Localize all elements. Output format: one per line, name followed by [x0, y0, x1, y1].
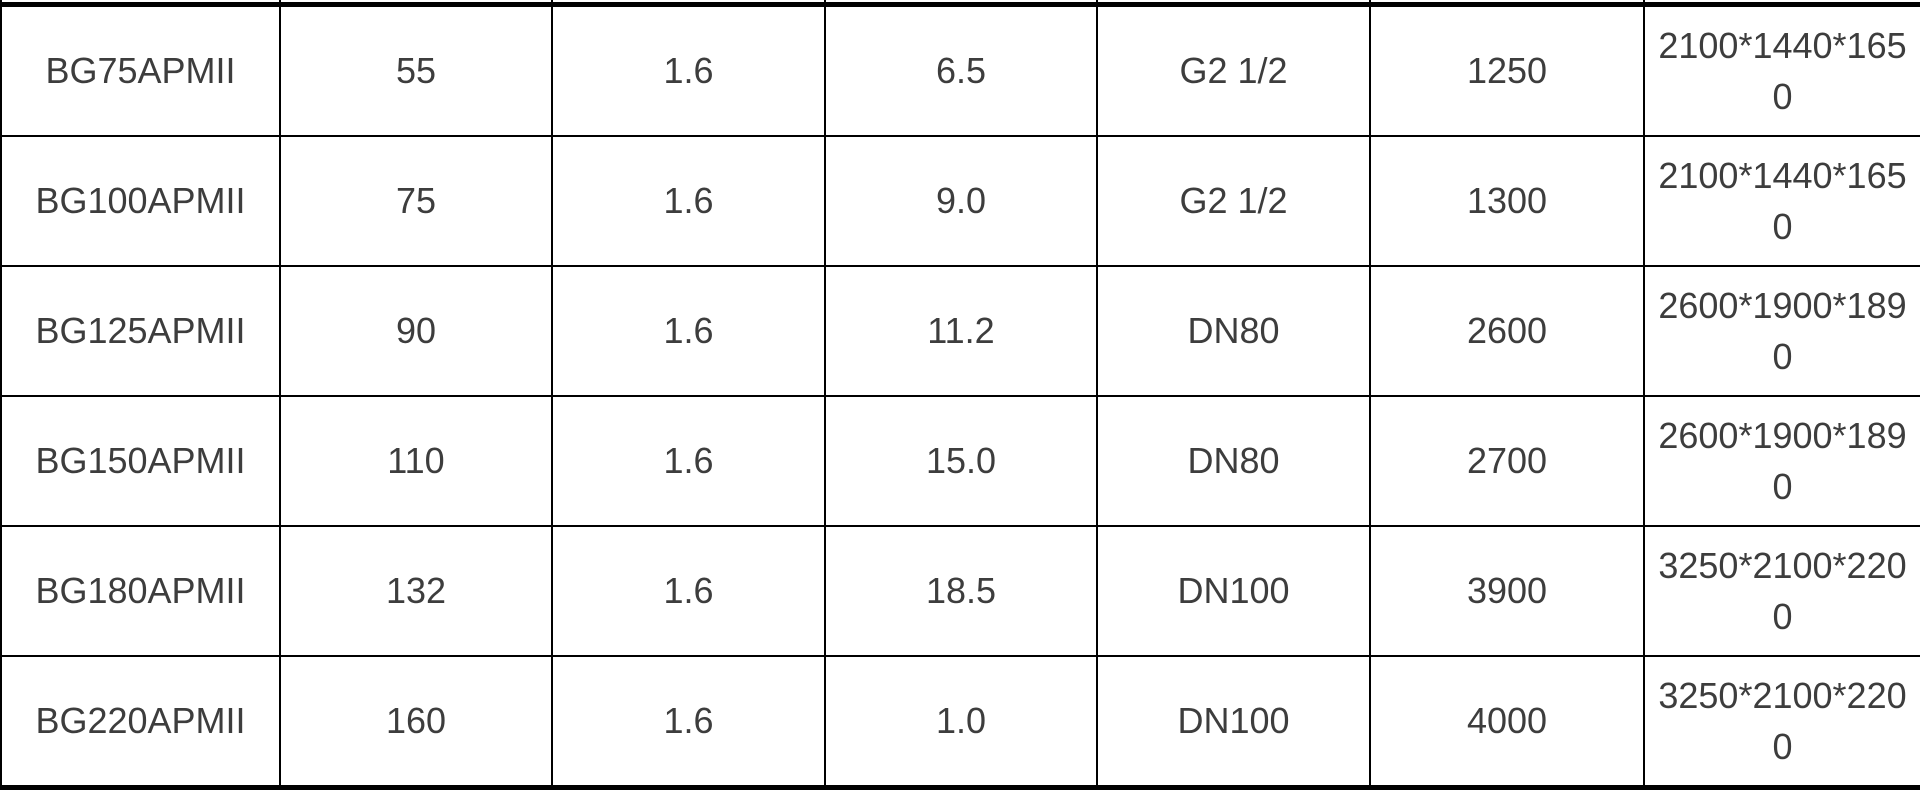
capacity-cell: 6.5 — [824, 3, 1098, 137]
model-cell: BG125APMII — [0, 265, 281, 397]
pressure-cell: 1.6 — [551, 525, 826, 657]
table-row: BG220APMII 160 1.6 1.0 DN100 4000 3250*2100*22… — [0, 655, 1920, 790]
dimensions-cell: 2600*1900*1890 — [1643, 395, 1920, 527]
outlet-cell: DN100 — [1096, 525, 1371, 657]
power-cell: 75 — [279, 135, 553, 267]
model-cell: BG75APMII — [0, 3, 281, 137]
model-cell: BG100APMII — [0, 135, 281, 267]
weight-cell: 2600 — [1369, 265, 1645, 397]
power-cell: 160 — [279, 655, 553, 790]
weight-cell: 2700 — [1369, 395, 1645, 527]
capacity-cell: 1.0 — [824, 655, 1098, 790]
table-row: BG125APMII 90 1.6 11.2 DN80 2600 2600*1900*189… — [0, 265, 1920, 397]
cutoff-row-above — [0, 0, 1920, 7]
weight-cell: 3900 — [1369, 525, 1645, 657]
dimensions-cell: 2600*1900*1890 — [1643, 265, 1920, 397]
cutoff-cell — [1096, 0, 1371, 7]
weight-cell: 4000 — [1369, 655, 1645, 790]
power-cell: 55 — [279, 3, 553, 137]
capacity-cell: 18.5 — [824, 525, 1098, 657]
outlet-cell: G2 1/2 — [1096, 135, 1371, 267]
dimensions-cell: 2100*1440*1650 — [1643, 135, 1920, 267]
pressure-cell: 1.6 — [551, 3, 826, 137]
outlet-cell: G2 1/2 — [1096, 3, 1371, 137]
cutoff-cell — [551, 0, 826, 7]
power-cell: 132 — [279, 525, 553, 657]
cutoff-cell — [279, 0, 553, 7]
pressure-cell: 1.6 — [551, 655, 826, 790]
power-cell: 110 — [279, 395, 553, 527]
dimensions-cell: 2100*1440*1650 — [1643, 3, 1920, 137]
pressure-cell: 1.6 — [551, 135, 826, 267]
table-row: BG150APMII 110 1.6 15.0 DN80 2700 2600*1900*18… — [0, 395, 1920, 527]
cutoff-cell — [824, 0, 1098, 7]
capacity-cell: 15.0 — [824, 395, 1098, 527]
outlet-cell: DN80 — [1096, 395, 1371, 527]
cutoff-cell — [1369, 0, 1645, 7]
pressure-cell: 1.6 — [551, 395, 826, 527]
weight-cell: 1300 — [1369, 135, 1645, 267]
dimensions-cell: 3250*2100*2200 — [1643, 655, 1920, 790]
power-cell: 90 — [279, 265, 553, 397]
model-cell: BG180APMII — [0, 525, 281, 657]
outlet-cell: DN80 — [1096, 265, 1371, 397]
weight-cell: 1250 — [1369, 3, 1645, 137]
table-row: BG180APMII 132 1.6 18.5 DN100 3900 3250*2100*2… — [0, 525, 1920, 657]
outlet-cell: DN100 — [1096, 655, 1371, 790]
pressure-cell: 1.6 — [551, 265, 826, 397]
table-row: BG75APMII 55 1.6 6.5 G2 1/2 1250 2100*1440*165… — [0, 3, 1920, 137]
table-row: BG100APMII 75 1.6 9.0 G2 1/2 1300 2100*1440*16… — [0, 135, 1920, 267]
cutoff-cell — [0, 0, 281, 7]
capacity-cell: 9.0 — [824, 135, 1098, 267]
dimensions-cell: 3250*2100*2200 — [1643, 525, 1920, 657]
model-cell: BG220APMII — [0, 655, 281, 790]
model-cell: BG150APMII — [0, 395, 281, 527]
capacity-cell: 11.2 — [824, 265, 1098, 397]
